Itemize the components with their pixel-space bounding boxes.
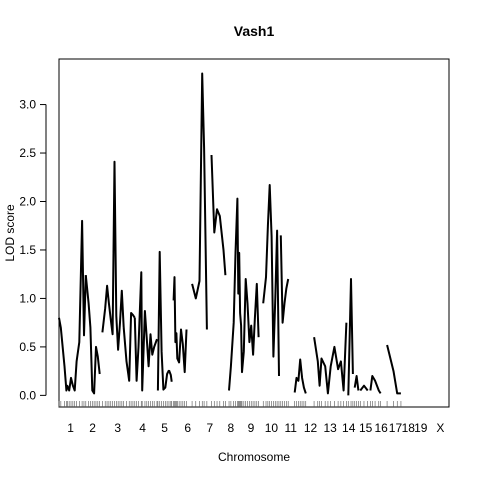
y-tick-label: 2.5 bbox=[19, 146, 36, 160]
y-tick-label: 0.5 bbox=[19, 340, 36, 354]
x-tick-label: 17 bbox=[389, 421, 403, 435]
plot-frame bbox=[58, 58, 450, 408]
y-tick-label: 1.0 bbox=[19, 291, 36, 305]
lod-segment bbox=[191, 72, 208, 330]
lod-segment bbox=[133, 271, 158, 392]
y-tick-label: 0.0 bbox=[19, 388, 36, 402]
lod-segment bbox=[156, 250, 170, 391]
x-tick-label: 2 bbox=[89, 421, 96, 435]
lod-segment bbox=[386, 344, 401, 395]
y-tick-label: 3.0 bbox=[19, 98, 36, 112]
x-tick-label: 8 bbox=[228, 421, 235, 435]
lod-segment bbox=[58, 219, 87, 392]
x-tick-label: X bbox=[436, 421, 444, 435]
x-tick-label: 7 bbox=[206, 421, 213, 435]
lod-segment bbox=[172, 276, 188, 374]
lod-segment bbox=[279, 235, 290, 324]
x-tick-label: 1 bbox=[67, 421, 74, 435]
lod-segment bbox=[262, 184, 280, 377]
marker-rug bbox=[58, 401, 402, 407]
x-axis-label: Chromosome bbox=[218, 450, 290, 464]
lod-segment bbox=[228, 197, 260, 391]
y-tick-label: 1.5 bbox=[19, 243, 36, 257]
x-tick-label: 12 bbox=[304, 421, 318, 435]
x-tick-label: 6 bbox=[184, 421, 191, 435]
chart-title: Vash1 bbox=[234, 23, 275, 39]
x-tick-label: 18 bbox=[402, 421, 416, 435]
lod-segment bbox=[84, 275, 101, 395]
y-axis: 0.0 0.5 1.0 1.5 2.0 2.5 3.0 bbox=[19, 98, 47, 402]
lod-curve bbox=[58, 72, 401, 396]
x-tick-label: 11 bbox=[284, 421, 297, 435]
x-tick-label: 3 bbox=[114, 421, 121, 435]
lod-segment bbox=[122, 312, 136, 382]
lod-segment bbox=[359, 384, 369, 392]
x-axis: 1 2 3 4 5 6 7 8 9 10 11 12 13 14 15 16 17 18 19 X bbox=[67, 421, 444, 435]
x-tick-label: 16 bbox=[374, 421, 388, 435]
lod-segment bbox=[369, 375, 382, 394]
lod-segment bbox=[353, 375, 360, 391]
y-tick-label: 2.0 bbox=[19, 194, 36, 208]
lod-segment bbox=[101, 160, 125, 351]
x-tick-label: 9 bbox=[248, 421, 255, 435]
lod-segment bbox=[347, 278, 354, 396]
x-tick-label: 15 bbox=[359, 421, 373, 435]
lod-segment bbox=[210, 154, 227, 276]
lod-segment bbox=[168, 369, 173, 382]
x-tick-label: 13 bbox=[323, 421, 337, 435]
x-tick-label: 10 bbox=[265, 421, 279, 435]
x-tick-label: 4 bbox=[139, 421, 146, 435]
lod-segment bbox=[293, 358, 307, 394]
x-tick-label: 14 bbox=[342, 421, 356, 435]
lod-segment bbox=[313, 322, 348, 395]
y-axis-label: LOD score bbox=[3, 204, 17, 262]
x-tick-label: 5 bbox=[161, 421, 168, 435]
x-tick-label: 19 bbox=[414, 421, 428, 435]
